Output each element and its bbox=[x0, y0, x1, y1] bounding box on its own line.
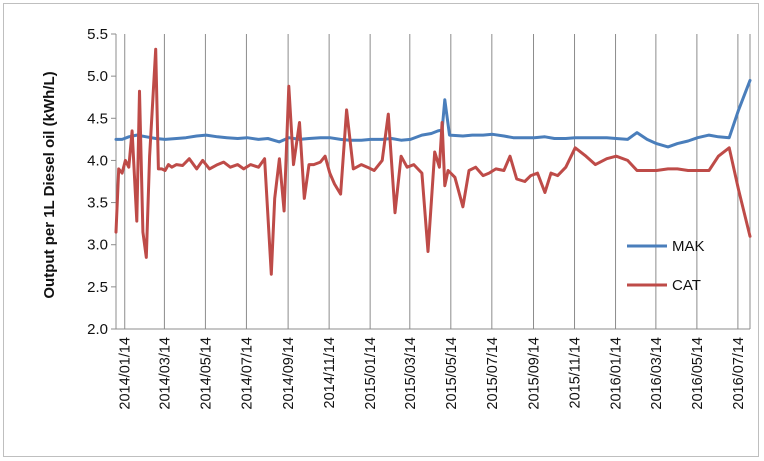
y-tick-label: 5.0 bbox=[87, 68, 108, 85]
x-tick-label: 2014/03/14 bbox=[157, 337, 173, 410]
x-tick-label: 2014/11/14 bbox=[322, 337, 338, 409]
x-tick-label: 2015/09/14 bbox=[527, 337, 543, 410]
x-tick-labels: 2014/01/14 2014/03/14 2014/05/14 2014/07/14… bbox=[118, 337, 747, 410]
axes bbox=[111, 33, 750, 330]
legend-label-cat: CAT bbox=[672, 277, 701, 294]
chart-frame: 2.0 2.5 3.0 3.5 4.0 4.5 5.0 5.5 2014/01/14 2014/… bbox=[3, 3, 759, 457]
y-tick-label: 3.5 bbox=[87, 195, 108, 212]
x-tick-label: 2016/01/14 bbox=[609, 337, 625, 410]
series-layer bbox=[114, 47, 752, 276]
x-tick-label: 2015/11/14 bbox=[568, 337, 584, 409]
series-line-mak bbox=[114, 78, 752, 149]
x-tick-label: 2016/07/14 bbox=[731, 337, 747, 410]
y-tick-label: 5.5 bbox=[87, 26, 108, 43]
x-tick-label: 2016/05/14 bbox=[690, 337, 706, 410]
y-axis-label: Output per 1L Diesel oil (kWh/L) bbox=[41, 71, 58, 298]
x-tick-label: 2014/07/14 bbox=[239, 337, 255, 410]
y-tick-label: 4.0 bbox=[87, 152, 108, 169]
x-tick-label: 2015/07/14 bbox=[485, 337, 501, 410]
y-tick-label: 3.0 bbox=[87, 237, 108, 254]
series-line-cat bbox=[114, 47, 752, 276]
legend-label-mak: MAK bbox=[672, 238, 705, 255]
x-tick-label: 2015/03/14 bbox=[403, 337, 419, 410]
x-tick-label: 2014/01/14 bbox=[118, 337, 134, 410]
x-tick-label: 2015/01/14 bbox=[363, 337, 379, 410]
x-tick-label: 2016/03/14 bbox=[649, 337, 665, 410]
x-tick-label: 2014/09/14 bbox=[281, 337, 297, 410]
line-chart: 2.02.53.03.54.04.55.05.5 2014/01/14 2014/… bbox=[41, 26, 752, 410]
y-tick-labels: 2.0 2.5 3.0 3.5 4.0 4.5 5.0 5.5 bbox=[87, 26, 108, 338]
x-tick-label: 2015/05/14 bbox=[444, 337, 460, 410]
y-tick-label: 2.0 bbox=[87, 321, 108, 338]
x-tick-label: 2014/05/14 bbox=[198, 337, 214, 410]
grid-lines bbox=[124, 34, 751, 329]
y-tick-label: 4.5 bbox=[87, 110, 108, 127]
y-tick-label: 2.5 bbox=[87, 279, 108, 296]
legend: MAK CAT bbox=[627, 238, 705, 294]
